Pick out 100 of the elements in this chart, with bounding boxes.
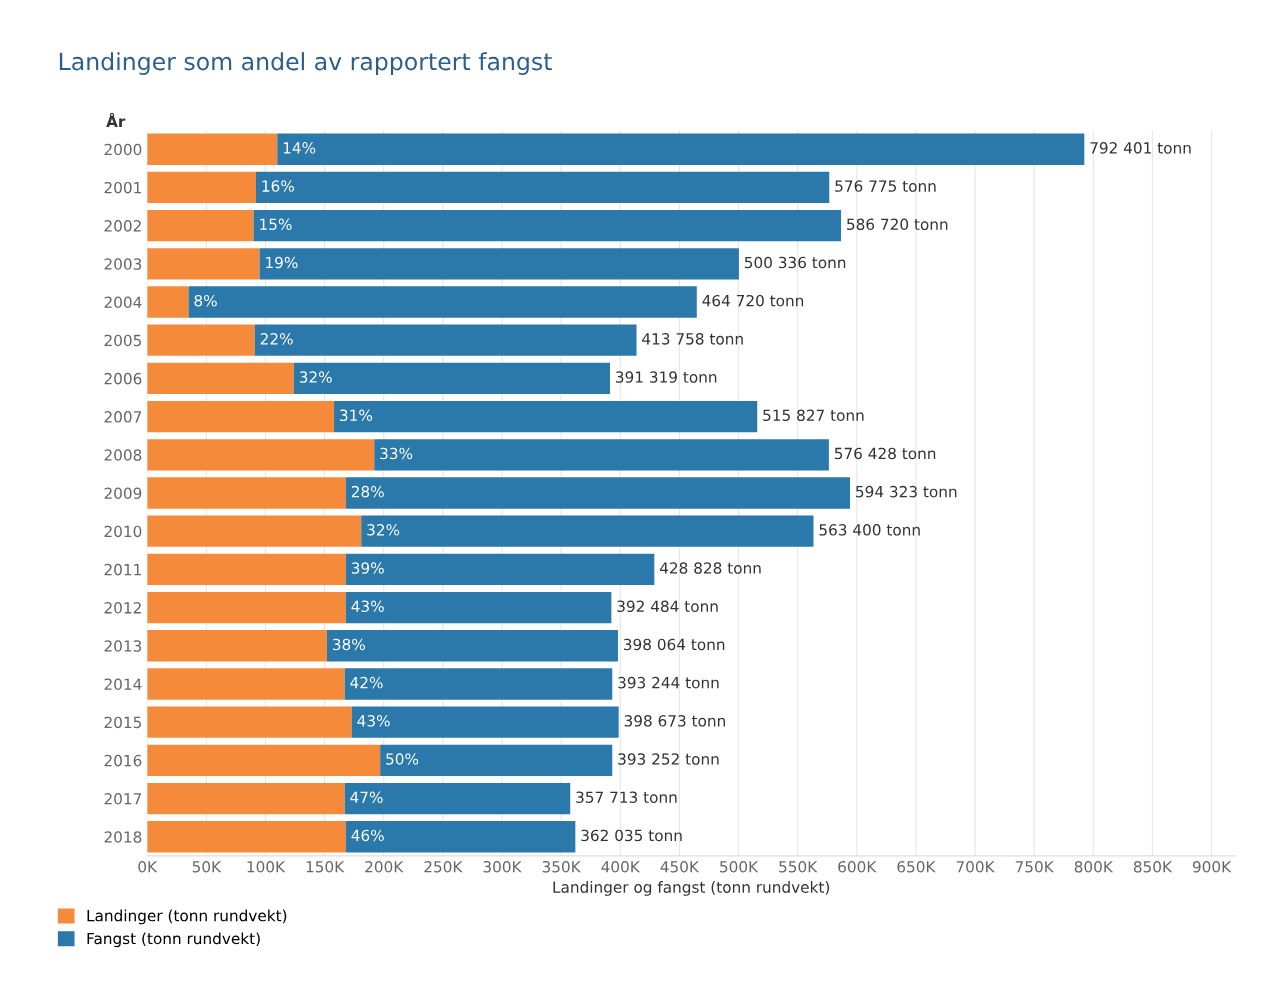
- annotation: 38%: [332, 638, 365, 651]
- bar: [345, 477, 851, 509]
- annotation: 22%: [260, 333, 293, 345]
- x-tick-label: 100K: [247, 860, 286, 873]
- annotation: 15%: [260, 218, 292, 231]
- bar: [277, 133, 1085, 165]
- total-label: 391 319 tonn: [616, 371, 717, 383]
- bar: [147, 591, 346, 624]
- total-label: 792 401 tonn: [1090, 142, 1191, 154]
- y-tick-label: 2017: [104, 793, 142, 805]
- bar: [361, 515, 814, 547]
- annotation: 39%: [351, 562, 384, 574]
- y-tick-label: 2003: [104, 258, 142, 270]
- bar: [344, 782, 571, 815]
- x-tick-label: 400K: [601, 860, 641, 873]
- bar: [351, 706, 619, 738]
- y-tick-label: 2011: [104, 563, 141, 576]
- total-label: 362 035 tonn: [581, 829, 682, 842]
- total-label: 576 775 tonn: [835, 180, 936, 192]
- total-label: 413 758 tonn: [642, 333, 743, 345]
- bar: [345, 821, 576, 853]
- annotation: 14%: [283, 142, 316, 154]
- y-tick-label: 2016: [104, 754, 142, 767]
- x-tick-label: 350K: [542, 860, 582, 873]
- x-axis-title: Landinger og fangst (tonn rundvekt): [553, 881, 830, 896]
- x-tick-label: 700K: [956, 860, 995, 873]
- bar: [188, 286, 697, 318]
- x-tick-label: 250K: [424, 860, 463, 873]
- annotation: 43%: [357, 715, 390, 727]
- annotation: 31%: [340, 409, 373, 422]
- y-tick-label: 2018: [104, 831, 142, 843]
- bar: [147, 744, 381, 777]
- bar: [147, 477, 346, 509]
- bar: [147, 209, 254, 242]
- bar: [147, 553, 346, 586]
- annotation: 47%: [350, 791, 383, 803]
- bar: [147, 324, 255, 356]
- bar: [147, 286, 189, 318]
- y-tick-label: 2014: [104, 678, 142, 690]
- bar: [259, 248, 739, 280]
- x-tick-label: 850K: [1133, 860, 1173, 873]
- bar: [326, 630, 618, 662]
- bar: [147, 630, 327, 662]
- y-tick-label: 2010: [104, 525, 142, 538]
- bar: [147, 133, 278, 165]
- annotation: 43%: [351, 600, 384, 613]
- bar: [253, 209, 842, 242]
- bar: [147, 821, 346, 853]
- y-axis-title: År: [106, 112, 126, 127]
- total-label: 464 720 tonn: [702, 294, 804, 307]
- bar: [334, 400, 758, 433]
- total-label: 515 827 tonn: [763, 409, 864, 422]
- bar: [147, 400, 335, 433]
- x-tick-label: 500K: [720, 860, 759, 873]
- x-tick-label: 200K: [365, 860, 404, 873]
- bar: [345, 553, 655, 586]
- y-tick-label: 2013: [104, 640, 142, 652]
- x-tick-label: 0K: [138, 860, 158, 873]
- annotation: 32%: [367, 524, 400, 536]
- bar: [147, 439, 375, 471]
- legend-label: Fangst (tonn rundvekt): [87, 932, 260, 948]
- x-tick-label: 650K: [897, 860, 936, 873]
- chart-title: Landinger som andel av rapportert fangst: [59, 52, 552, 75]
- x-tick-label: 450K: [660, 860, 700, 873]
- total-label: 563 400 tonn: [819, 524, 920, 536]
- y-tick-label: 2012: [104, 602, 141, 614]
- total-label: 500 336 tonn: [744, 256, 846, 269]
- total-label: 398 673 tonn: [624, 715, 725, 727]
- bar: [147, 782, 345, 815]
- x-tick-label: 550K: [779, 860, 818, 873]
- annotation: 42%: [350, 676, 383, 689]
- total-label: 398 064 tonn: [623, 638, 725, 651]
- bar: [345, 591, 612, 624]
- y-tick-label: 2005: [104, 334, 141, 347]
- x-tick-label: 300K: [483, 860, 522, 873]
- bar: [254, 324, 637, 356]
- y-tick-label: 2015: [104, 716, 141, 729]
- bar: [147, 171, 256, 204]
- y-tick-label: 2007: [104, 411, 142, 423]
- total-label: 357 713 tonn: [576, 791, 677, 803]
- bar: [147, 515, 362, 547]
- y-tick-label: 2001: [104, 181, 141, 194]
- bar: [293, 362, 610, 395]
- x-tick-label: 900K: [1192, 860, 1232, 873]
- x-tick-label: 750K: [1015, 860, 1055, 873]
- annotation: 32%: [299, 371, 332, 383]
- bar: [374, 439, 829, 471]
- x-tick-label: 800K: [1074, 860, 1114, 873]
- bar: [147, 362, 294, 395]
- y-tick-label: 2000: [104, 143, 142, 156]
- y-tick-label: 2009: [104, 487, 142, 500]
- bar: [256, 171, 830, 204]
- x-tick-label: 150K: [306, 860, 345, 873]
- bar: [147, 706, 352, 738]
- bar: [380, 744, 613, 777]
- annotation: 50%: [386, 753, 419, 765]
- total-label: 393 252 tonn: [618, 753, 719, 765]
- annotation: 33%: [380, 447, 413, 460]
- total-label: 586 720 tonn: [847, 218, 948, 231]
- bar: [147, 248, 260, 280]
